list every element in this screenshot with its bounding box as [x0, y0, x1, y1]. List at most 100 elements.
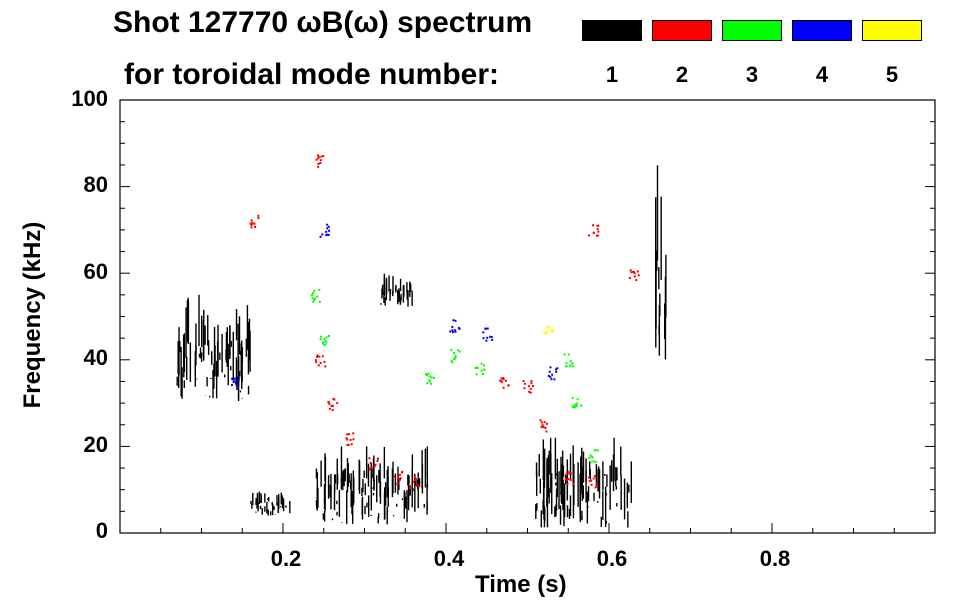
spectrum-point: [449, 330, 452, 333]
spectrum-point: [454, 356, 457, 359]
spectrum-point: [568, 470, 571, 473]
spectrum-point: [352, 438, 355, 441]
spectrum-point: [231, 377, 234, 380]
spectrum-point: [553, 378, 556, 381]
spectrum-point: [523, 387, 526, 390]
spectrum-point: [571, 405, 574, 408]
y-tick-label-40: 40: [83, 345, 108, 370]
spectrum-point: [415, 477, 418, 480]
spectrum-point: [346, 438, 349, 441]
spectrum-point: [544, 426, 547, 429]
spectrum-point: [317, 162, 320, 165]
spectrum-point: [569, 364, 572, 367]
spectrum-point: [596, 482, 599, 485]
legend-label-n5: 5: [885, 62, 899, 87]
spectrum-point: [529, 387, 532, 390]
spectrum-point: [589, 454, 592, 457]
spectrum-point: [589, 461, 592, 464]
spectrum-point: [507, 384, 510, 387]
spectrum-point: [374, 463, 377, 466]
spectrum-point: [456, 349, 459, 352]
spectrum-point: [541, 424, 544, 427]
spectrum-point: [315, 355, 318, 358]
spectrum-point: [451, 331, 454, 334]
spectrum-point: [230, 384, 233, 387]
spectrum-point: [490, 335, 493, 338]
spectrum-point: [345, 437, 348, 440]
spectrum-data-layer: [176, 154, 667, 528]
spectrum-point: [552, 330, 555, 333]
spectrum-point: [574, 403, 577, 406]
spectrum-point: [555, 370, 558, 373]
spectrum-point: [545, 430, 548, 433]
spectrum-point: [590, 483, 593, 486]
spectrum-point: [327, 334, 330, 337]
spectrum-point: [233, 377, 236, 380]
spectrum-point: [489, 335, 492, 338]
spectrum-point: [596, 449, 599, 452]
spectrum-point: [233, 380, 236, 383]
spectrum-point: [482, 331, 485, 334]
series-n2: [249, 154, 640, 489]
spectrum-point: [413, 475, 416, 478]
spectrum-point: [319, 159, 322, 162]
spectrum-point: [321, 233, 324, 236]
spectrum-point: [502, 377, 505, 380]
spectrum-point: [430, 376, 433, 379]
spectrum-point: [336, 402, 339, 405]
spectrum-point: [628, 276, 631, 279]
spectrum-point: [316, 295, 319, 298]
y-tick-label-20: 20: [83, 432, 108, 457]
spectrum-point: [569, 479, 572, 482]
spectrum-point: [346, 443, 349, 446]
spectrum-point: [483, 368, 486, 371]
spectrum-point: [397, 477, 400, 480]
spectrum-point: [633, 271, 636, 274]
spectrum-point: [321, 355, 324, 358]
spectrum-point: [527, 385, 530, 388]
spectrum-point: [425, 374, 428, 377]
spectrum-point: [633, 275, 636, 278]
spectrum-point: [569, 472, 572, 475]
spectrum-point: [349, 438, 352, 441]
spectrum-point: [474, 366, 477, 369]
spectrum-point: [373, 465, 376, 468]
spectrum-point: [327, 233, 330, 236]
spectrum-point: [325, 230, 328, 233]
spectrum-point: [491, 338, 494, 341]
spectrum-point: [319, 162, 322, 165]
spectrum-point: [311, 294, 314, 297]
spectrum-point: [566, 482, 569, 485]
spectrum-point: [580, 404, 583, 407]
spectrum-point: [636, 270, 639, 273]
spectrum-point: [313, 298, 316, 301]
spectrum-point: [325, 234, 328, 237]
x-tick-label-0.6: 0.6: [596, 546, 628, 571]
spectrum-point: [368, 457, 371, 460]
spectrum-point: [376, 460, 379, 463]
spectrum-point: [543, 421, 546, 424]
spectrum-point: [481, 373, 484, 376]
spectrum-point: [572, 365, 575, 368]
spectrum-point: [397, 482, 400, 485]
spectrum-point: [592, 460, 595, 463]
spectrum-point: [575, 405, 578, 408]
spectrum-point: [331, 405, 334, 408]
spectrum-point: [428, 375, 431, 378]
spectrum-point: [318, 355, 321, 358]
spectrum-point: [635, 279, 638, 282]
spectrum-point: [428, 379, 431, 382]
spectrum-point: [569, 360, 572, 363]
spectrum-point: [458, 350, 461, 353]
spectrum-point: [370, 466, 373, 469]
spectrum-point: [550, 328, 553, 331]
spectrum-point: [249, 222, 252, 225]
spectrum-point: [331, 409, 334, 412]
spectrum-point: [319, 361, 322, 364]
spectrum-point: [368, 467, 371, 470]
spectrum-point: [565, 473, 568, 476]
spectrum-point: [564, 477, 567, 480]
spectrum-point: [408, 484, 411, 487]
spectrum-point: [318, 288, 321, 291]
